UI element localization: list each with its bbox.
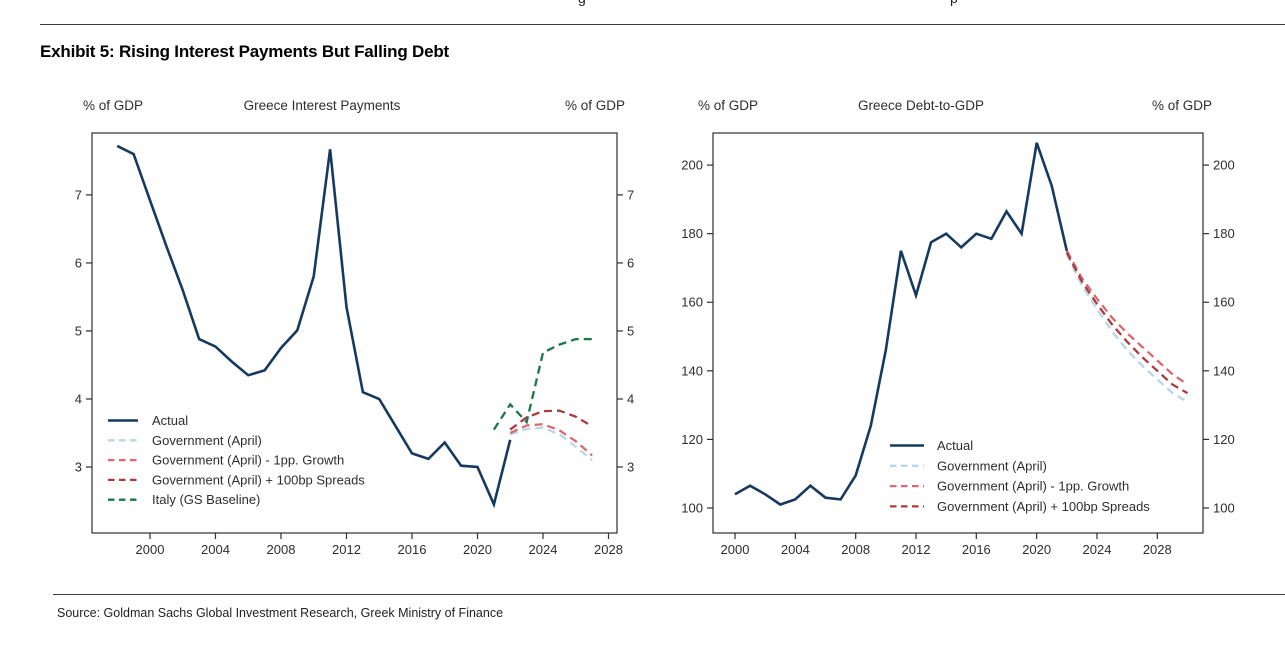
y-tick-label: 7 (75, 187, 82, 202)
y-tick-label: 6 (627, 255, 634, 270)
y-tick-label: 5 (75, 323, 82, 338)
x-tick-label: 2004 (781, 542, 810, 557)
legend-label: Government (April) - 1pp. Growth (152, 453, 344, 468)
x-tick-label: 2024 (1083, 542, 1112, 557)
chart-title: Greece Interest Payments (244, 98, 401, 113)
legend-label: Government (April) + 100bp Spreads (937, 499, 1150, 514)
legend-item: Government (April) - 1pp. Growth (890, 479, 1129, 494)
y-tick-label: 100 (681, 500, 703, 515)
series-line-actual (734, 142, 1069, 506)
x-tick-label: 2008 (841, 542, 870, 557)
exhibit-title: Exhibit 5: Rising Interest Payments But … (40, 42, 449, 61)
x-tick-label: 2016 (962, 542, 991, 557)
series-line-government-april (1065, 253, 1189, 403)
y-tick-label: 4 (627, 391, 634, 406)
y-tick-label: 6 (75, 255, 82, 270)
x-tick-label: 2024 (529, 542, 558, 557)
y-tick-label: 200 (1213, 158, 1235, 173)
legend-label: Government (April) (152, 433, 262, 448)
x-tick-label: 2012 (332, 542, 361, 557)
top-rule (40, 24, 1285, 25)
y-tick-label: 180 (1213, 226, 1235, 241)
legend-label: Government (April) + 100bp Spreads (152, 472, 365, 487)
series-line-government-april-1pp-growth (1065, 250, 1189, 386)
y-tick-label: 5 (627, 323, 634, 338)
y-tick-label: 120 (1213, 432, 1235, 447)
y-tick-label: 200 (681, 158, 703, 173)
chart-title: Greece Debt-to-GDP (858, 98, 984, 113)
x-tick-label: 2000 (721, 542, 750, 557)
y-tick-label: 3 (75, 460, 82, 475)
x-tick-label: 2000 (136, 542, 165, 557)
source-note: Source: Goldman Sachs Global Investment … (57, 606, 504, 620)
interest-payments-chart: % of GDP Greece Interest Payments % of GDP… (75, 98, 634, 557)
x-tick-label: 2004 (201, 542, 230, 557)
legend-label: Government (April) - 1pp. Growth (937, 479, 1129, 494)
y-tick-label: 180 (681, 226, 703, 241)
cropped-text-fragment: p (950, 0, 958, 6)
cropped-text-fragment: g (578, 0, 586, 6)
x-tick-label: 2020 (1022, 542, 1051, 557)
legend-label: Actual (937, 438, 973, 453)
axis-unit-label: % of GDP (565, 98, 625, 113)
y-tick-label: 140 (681, 363, 703, 378)
series-line-government-april-100bp-spreads (509, 409, 593, 431)
legend-item: Italy (GS Baseline) (108, 492, 260, 507)
legend-item: Government (April) - 1pp. Growth (108, 453, 344, 468)
x-tick-label: 2028 (594, 542, 623, 557)
debt-to-gdp-chart: % of GDP Greece Debt-to-GDP % of GDP 100 100… (681, 98, 1234, 557)
plot-box (712, 132, 1204, 534)
series-line-government-april (509, 426, 593, 462)
y-tick-label: 160 (681, 295, 703, 310)
legend-label: Actual (152, 413, 188, 428)
legend-item: Government (April) + 100bp Spreads (890, 499, 1150, 514)
legend: Actual Government (April) Government (Apri… (108, 413, 365, 507)
legend-label: Italy (GS Baseline) (152, 492, 260, 507)
legend-item: Actual (890, 438, 973, 453)
legend: Actual Government (April) Government (Apri… (890, 438, 1150, 514)
legend-item: Government (April) (890, 458, 1047, 473)
y-tick-label: 3 (627, 460, 634, 475)
y-tick-label: 100 (1213, 500, 1235, 515)
x-tick-label: 2012 (902, 542, 931, 557)
y-tick-label: 140 (1213, 363, 1235, 378)
legend-item: Government (April) (108, 433, 262, 448)
legend-item: Government (April) + 100bp Spreads (108, 472, 365, 487)
y-tick-label: 4 (75, 391, 82, 406)
x-tick-label: 2016 (398, 542, 427, 557)
series-line-government-april-100bp-spreads (1065, 251, 1189, 395)
series-line-italy-gs-baseline (492, 337, 593, 431)
legend-label: Government (April) (937, 458, 1047, 473)
x-tick-label: 2020 (463, 542, 492, 557)
axis-unit-label: % of GDP (698, 98, 758, 113)
series-line-actual (116, 144, 512, 509)
bottom-rule (53, 594, 1285, 595)
axis-unit-label: % of GDP (1152, 98, 1212, 113)
legend-item: Actual (108, 413, 188, 428)
y-tick-label: 160 (1213, 295, 1235, 310)
axis-unit-label: % of GDP (83, 98, 143, 113)
y-tick-label: 120 (681, 432, 703, 447)
x-tick-label: 2028 (1143, 542, 1172, 557)
series-line-government-april-1pp-growth (509, 423, 593, 457)
x-tick-label: 2008 (267, 542, 296, 557)
y-tick-label: 7 (627, 187, 634, 202)
plot-box (91, 132, 618, 534)
